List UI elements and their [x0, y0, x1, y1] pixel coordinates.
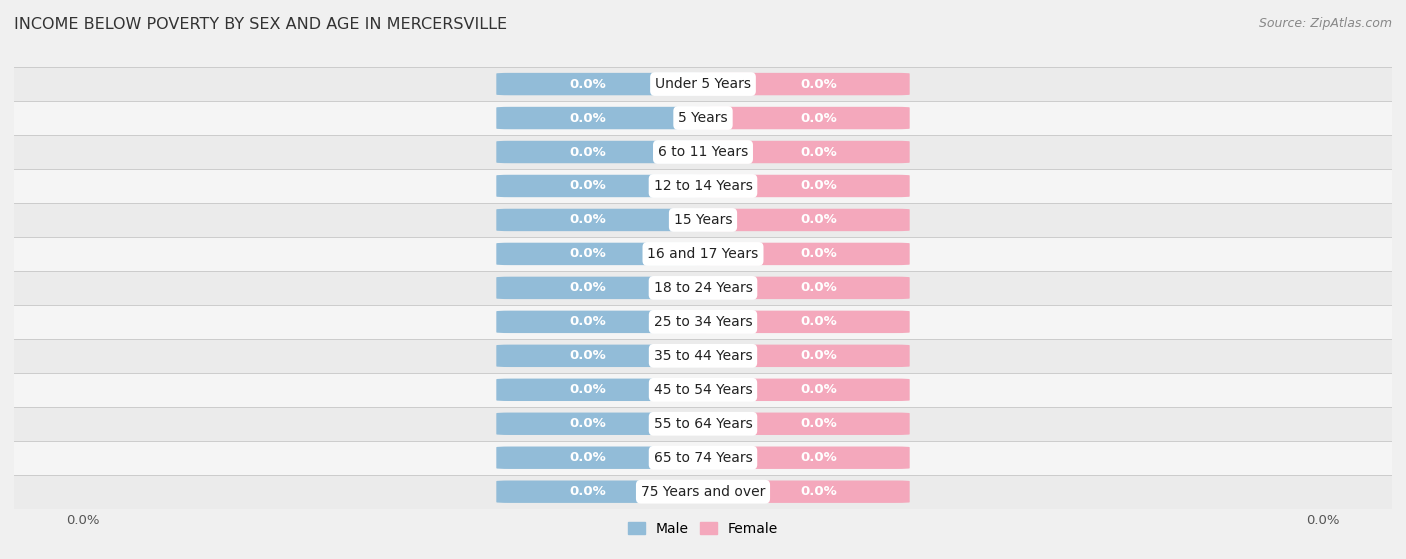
Text: 0.0%: 0.0% — [569, 485, 606, 498]
Text: 0.0%: 0.0% — [800, 451, 837, 464]
Text: 35 to 44 Years: 35 to 44 Years — [654, 349, 752, 363]
Text: 0.0%: 0.0% — [569, 383, 606, 396]
Text: 0.0%: 0.0% — [800, 315, 837, 328]
Text: Source: ZipAtlas.com: Source: ZipAtlas.com — [1258, 17, 1392, 30]
FancyBboxPatch shape — [496, 175, 717, 197]
FancyBboxPatch shape — [689, 73, 910, 95]
Text: 0.0%: 0.0% — [800, 179, 837, 192]
Text: INCOME BELOW POVERTY BY SEX AND AGE IN MERCERSVILLE: INCOME BELOW POVERTY BY SEX AND AGE IN M… — [14, 17, 508, 32]
FancyBboxPatch shape — [689, 277, 910, 299]
Text: 0.0%: 0.0% — [569, 451, 606, 464]
FancyBboxPatch shape — [689, 311, 910, 333]
FancyBboxPatch shape — [689, 175, 910, 197]
FancyBboxPatch shape — [689, 107, 910, 129]
Text: 0.0%: 0.0% — [569, 145, 606, 159]
Text: 5 Years: 5 Years — [678, 111, 728, 125]
FancyBboxPatch shape — [496, 413, 717, 435]
Bar — [14, 169, 1392, 203]
FancyBboxPatch shape — [689, 481, 910, 503]
Bar — [14, 237, 1392, 271]
FancyBboxPatch shape — [496, 209, 717, 231]
Bar — [14, 339, 1392, 373]
FancyBboxPatch shape — [496, 378, 717, 401]
Text: 0.0%: 0.0% — [800, 214, 837, 226]
Legend: Male, Female: Male, Female — [623, 517, 783, 542]
Text: 0.0%: 0.0% — [569, 315, 606, 328]
Bar — [14, 440, 1392, 475]
Text: 0.0%: 0.0% — [569, 349, 606, 362]
FancyBboxPatch shape — [689, 344, 910, 367]
Text: 0.0%: 0.0% — [800, 417, 837, 430]
FancyBboxPatch shape — [689, 378, 910, 401]
FancyBboxPatch shape — [496, 277, 717, 299]
Bar — [14, 101, 1392, 135]
FancyBboxPatch shape — [496, 141, 717, 163]
FancyBboxPatch shape — [496, 107, 717, 129]
FancyBboxPatch shape — [496, 311, 717, 333]
Text: 65 to 74 Years: 65 to 74 Years — [654, 451, 752, 465]
Text: 0.0%: 0.0% — [569, 179, 606, 192]
Text: 6 to 11 Years: 6 to 11 Years — [658, 145, 748, 159]
Text: 0.0%: 0.0% — [569, 248, 606, 260]
FancyBboxPatch shape — [496, 481, 717, 503]
Text: 12 to 14 Years: 12 to 14 Years — [654, 179, 752, 193]
Text: 0.0%: 0.0% — [800, 78, 837, 91]
Bar — [14, 203, 1392, 237]
FancyBboxPatch shape — [689, 141, 910, 163]
FancyBboxPatch shape — [689, 243, 910, 265]
FancyBboxPatch shape — [689, 209, 910, 231]
Text: 15 Years: 15 Years — [673, 213, 733, 227]
Text: 0.0%: 0.0% — [569, 112, 606, 125]
Text: 0.0%: 0.0% — [800, 383, 837, 396]
Text: 0.0%: 0.0% — [569, 214, 606, 226]
FancyBboxPatch shape — [496, 73, 717, 95]
Text: 55 to 64 Years: 55 to 64 Years — [654, 417, 752, 431]
Text: 16 and 17 Years: 16 and 17 Years — [647, 247, 759, 261]
Text: 0.0%: 0.0% — [569, 78, 606, 91]
Bar — [14, 373, 1392, 407]
FancyBboxPatch shape — [496, 344, 717, 367]
Text: 0.0%: 0.0% — [569, 417, 606, 430]
Text: 0.0%: 0.0% — [800, 349, 837, 362]
FancyBboxPatch shape — [689, 447, 910, 469]
Bar — [14, 475, 1392, 509]
Text: 0.0%: 0.0% — [800, 112, 837, 125]
Bar — [14, 67, 1392, 101]
Bar — [14, 305, 1392, 339]
Text: 25 to 34 Years: 25 to 34 Years — [654, 315, 752, 329]
Bar — [14, 407, 1392, 440]
Bar — [14, 271, 1392, 305]
Text: Under 5 Years: Under 5 Years — [655, 77, 751, 91]
FancyBboxPatch shape — [496, 447, 717, 469]
Text: 75 Years and over: 75 Years and over — [641, 485, 765, 499]
FancyBboxPatch shape — [689, 413, 910, 435]
Bar — [14, 135, 1392, 169]
Text: 0.0%: 0.0% — [800, 485, 837, 498]
Text: 18 to 24 Years: 18 to 24 Years — [654, 281, 752, 295]
Text: 0.0%: 0.0% — [569, 281, 606, 295]
Text: 0.0%: 0.0% — [800, 145, 837, 159]
Text: 0.0%: 0.0% — [800, 248, 837, 260]
Text: 45 to 54 Years: 45 to 54 Years — [654, 383, 752, 397]
FancyBboxPatch shape — [496, 243, 717, 265]
Text: 0.0%: 0.0% — [800, 281, 837, 295]
